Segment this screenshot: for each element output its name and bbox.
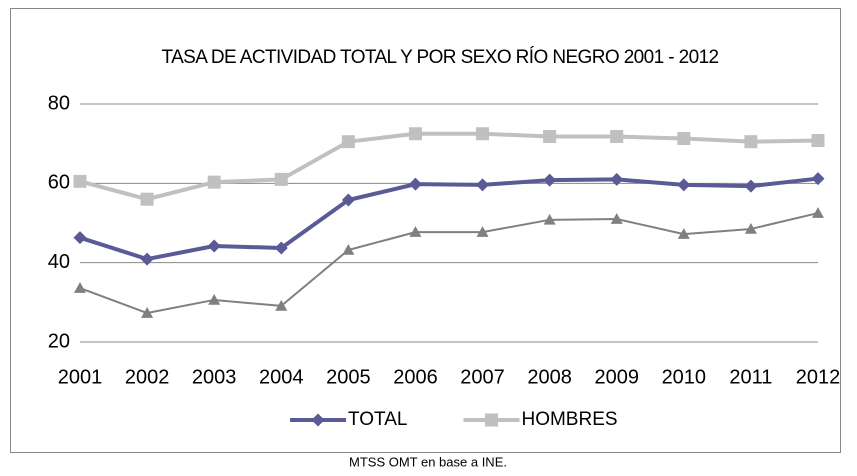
- x-tick-label: 2010: [662, 366, 707, 388]
- data-point: [677, 178, 691, 192]
- x-tick-label: 2002: [125, 366, 170, 388]
- data-point: [342, 243, 355, 255]
- data-point: [677, 132, 691, 146]
- chart-border: [10, 8, 841, 453]
- data-point: [744, 222, 757, 234]
- legend-marker: [311, 413, 325, 427]
- y-tick-label: 20: [48, 330, 70, 352]
- x-tick-label: 2005: [326, 366, 371, 388]
- legend-label: TOTAL: [348, 409, 407, 430]
- data-point: [274, 172, 288, 186]
- data-point: [140, 192, 154, 206]
- data-point: [543, 130, 557, 144]
- data-point: [208, 293, 221, 305]
- data-point: [275, 299, 288, 311]
- data-point: [408, 127, 422, 141]
- y-tick-label: 80: [48, 92, 70, 114]
- data-point: [812, 207, 824, 218]
- x-tick-label: 2001: [58, 366, 103, 388]
- x-tick-label: 2004: [259, 366, 304, 388]
- x-tick-label: 2008: [527, 366, 572, 388]
- series-line: [79, 212, 819, 315]
- legend-marker: [484, 413, 498, 427]
- data-point: [811, 133, 825, 147]
- data-point: [744, 179, 758, 193]
- data-point: [476, 178, 490, 192]
- y-tick-label: 40: [48, 251, 70, 273]
- data-point: [408, 177, 422, 191]
- data-point: [543, 173, 557, 187]
- data-point: [677, 228, 690, 239]
- data-point: [409, 226, 422, 237]
- series-line: [79, 176, 819, 262]
- data-point: [610, 130, 624, 144]
- data-point: [140, 252, 154, 266]
- y-tick-label: 60: [48, 172, 70, 194]
- x-tick-label: 2006: [393, 366, 438, 388]
- legend-label: HOMBRES: [521, 409, 617, 430]
- data-point: [73, 231, 87, 245]
- data-point: [74, 282, 86, 293]
- x-tick-label: 2009: [594, 366, 639, 388]
- data-point: [610, 213, 623, 224]
- chart-title: TASA DE ACTIVIDAD TOTAL Y POR SEXO RÍO N…: [161, 47, 718, 68]
- data-point: [207, 175, 221, 189]
- x-tick-label: 2007: [460, 366, 505, 388]
- data-point: [610, 172, 624, 186]
- data-point: [207, 239, 221, 253]
- data-point: [744, 135, 758, 149]
- data-point: [476, 127, 490, 141]
- x-tick-label: 2011: [729, 366, 772, 388]
- series-line: [79, 131, 819, 202]
- data-point: [476, 226, 489, 237]
- data-point: [543, 213, 556, 225]
- source-note: MTSS OMT en base a INE.: [349, 454, 507, 469]
- data-point: [73, 174, 87, 188]
- data-point: [341, 193, 355, 207]
- data-point: [274, 241, 288, 255]
- data-point: [811, 172, 825, 186]
- x-tick-label: 2003: [192, 366, 237, 388]
- data-point: [141, 307, 154, 318]
- x-tick-label: 2012: [796, 366, 841, 388]
- data-point: [341, 135, 355, 149]
